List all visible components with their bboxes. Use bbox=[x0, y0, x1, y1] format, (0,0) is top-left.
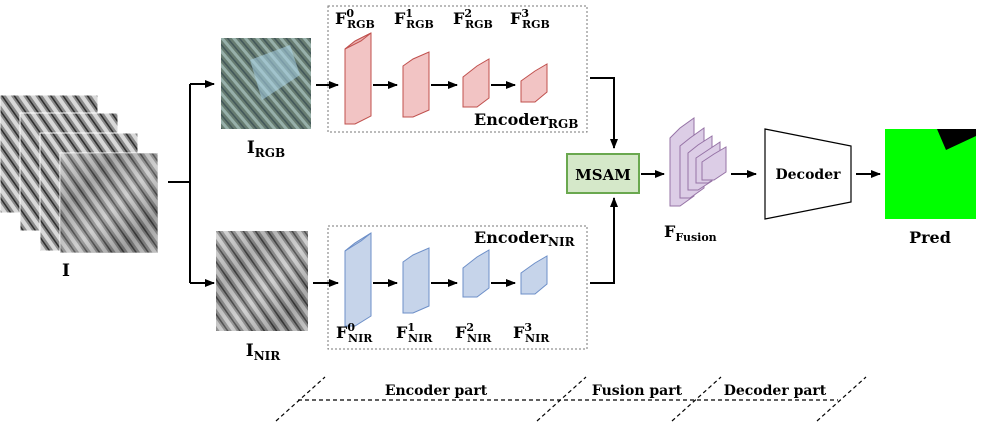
msam-label: MSAM bbox=[575, 166, 631, 184]
timeline-separator bbox=[816, 376, 867, 422]
feature-label-rgb-0: F0 RGB bbox=[335, 7, 375, 31]
encoder-nir-feature-labels: F0 NIR F1 NIR F2 NIR F3 NIR bbox=[336, 321, 550, 345]
feature-block-rgb-3 bbox=[520, 63, 548, 103]
timeline-separator bbox=[536, 376, 587, 422]
input-image-shading bbox=[60, 153, 158, 253]
feature-block-nir-1 bbox=[402, 247, 430, 314]
encoder-to-msam-arrows bbox=[590, 77, 618, 284]
fusion-feature-blocks bbox=[669, 117, 727, 207]
input-stack-label: I bbox=[62, 261, 70, 281]
feature-label-nir-0: F0 NIR bbox=[336, 321, 373, 345]
feature-label-rgb-3: F3 RGB bbox=[510, 7, 550, 31]
timeline-separator bbox=[275, 376, 326, 422]
prediction-mask bbox=[885, 129, 976, 219]
encoder-rgb-feature-labels: F0 RGB F1 RGB F2 RGB F3 RGB bbox=[335, 7, 550, 31]
nir-image-label: INIR bbox=[246, 341, 282, 363]
input-image-stack bbox=[0, 94, 159, 254]
input-split-arrows bbox=[168, 80, 215, 287]
decoder-label: Decoder bbox=[776, 167, 842, 183]
encoder-nir-blocks bbox=[344, 232, 548, 327]
feature-label-nir-2: F2 NIR bbox=[455, 321, 492, 345]
encoder-rgb-blocks bbox=[344, 32, 548, 125]
encoder-part-label: Encoder part bbox=[385, 383, 488, 399]
msam-module bbox=[566, 153, 640, 194]
fusion-part-label: Fusion part bbox=[592, 383, 683, 399]
rgb-image bbox=[221, 38, 311, 129]
fusion-label: FFusion bbox=[664, 222, 717, 244]
nir-image bbox=[216, 231, 308, 331]
pred-label: Pred bbox=[909, 228, 951, 247]
rgb-image-label: IRGB bbox=[247, 138, 285, 160]
feature-block-nir-0 bbox=[344, 232, 372, 327]
encoder-rgb-box bbox=[327, 5, 588, 133]
parts-timeline bbox=[275, 376, 867, 422]
feature-label-nir-3: F3 NIR bbox=[513, 321, 550, 345]
decoder-part-label: Decoder part bbox=[724, 383, 827, 399]
decoder-module bbox=[764, 128, 852, 220]
feature-block-rgb-1 bbox=[402, 51, 430, 118]
feature-block-nir-2 bbox=[462, 249, 490, 298]
timeline-separator bbox=[671, 376, 722, 422]
feature-block-rgb-2 bbox=[462, 58, 490, 108]
feature-block-nir-3 bbox=[520, 255, 548, 295]
feature-label-rgb-1: F1 RGB bbox=[394, 7, 434, 31]
encoder-nir-title: EncoderNIR bbox=[474, 228, 576, 249]
feature-label-nir-1: F1 NIR bbox=[396, 321, 433, 345]
encoder-nir-box bbox=[327, 225, 588, 350]
feature-label-rgb-2: F2 RGB bbox=[453, 7, 493, 31]
encoder-rgb-title: EncoderRGB bbox=[474, 110, 578, 131]
